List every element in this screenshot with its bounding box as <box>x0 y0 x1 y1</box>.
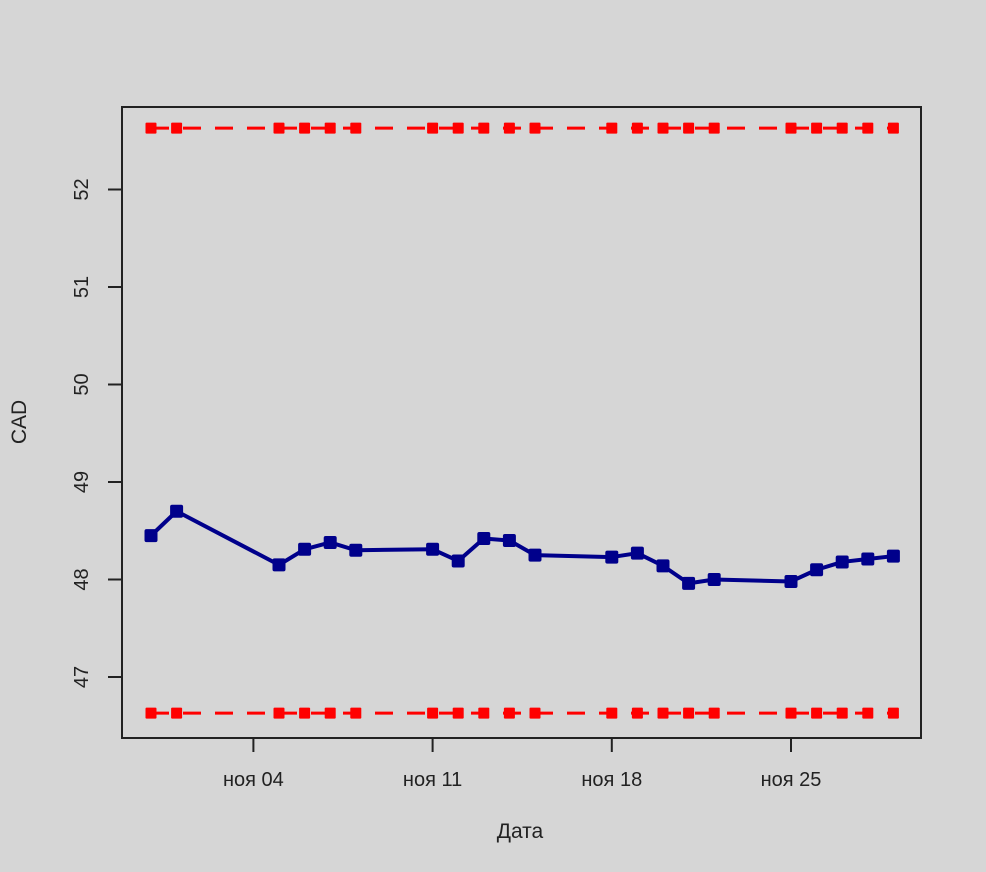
data-point <box>630 546 644 560</box>
data-point <box>861 552 875 566</box>
data-point <box>273 122 285 134</box>
data-point <box>144 529 158 543</box>
plot-frame <box>121 106 922 739</box>
data-point <box>349 543 363 557</box>
data-point <box>503 707 515 719</box>
data-point <box>784 574 798 588</box>
data-point <box>606 122 618 134</box>
data-point <box>836 707 848 719</box>
data-point <box>785 122 797 134</box>
data-point <box>323 535 337 549</box>
y-tick-label: 49 <box>71 471 93 493</box>
data-point <box>529 122 541 134</box>
data-point <box>427 122 439 134</box>
data-point <box>452 707 464 719</box>
data-point <box>171 122 183 134</box>
data-point <box>683 122 695 134</box>
data-point <box>170 504 184 518</box>
data-point <box>171 707 183 719</box>
limit-series <box>145 122 899 134</box>
data-point <box>272 558 286 572</box>
data-point <box>631 122 643 134</box>
data-point <box>887 122 899 134</box>
data-point <box>478 122 490 134</box>
x-axis-label: Дата <box>497 820 544 843</box>
data-point <box>350 707 362 719</box>
data-point <box>451 554 465 568</box>
data-point <box>887 707 899 719</box>
data-point <box>835 555 849 569</box>
data-point <box>528 548 542 562</box>
data-point <box>427 707 439 719</box>
data-point <box>426 542 440 556</box>
x-axis: ноя 04 ноя 11 ноя 18 ноя 25 <box>223 738 821 791</box>
data-point <box>605 550 619 564</box>
y-tick-label: 48 <box>71 568 93 590</box>
data-point <box>836 122 848 134</box>
x-tick-label: ноя 18 <box>581 769 642 791</box>
data-point <box>606 707 618 719</box>
data-point <box>708 707 720 719</box>
y-tick-label: 52 <box>71 178 93 200</box>
data-point <box>452 122 464 134</box>
data-point <box>145 707 157 719</box>
data-point <box>503 122 515 134</box>
y-axis-label: CAD <box>8 400 31 444</box>
data-point <box>350 122 362 134</box>
price-series <box>144 504 900 590</box>
y-tick-label: 47 <box>71 666 93 688</box>
data-point <box>477 532 491 546</box>
data-point <box>631 707 643 719</box>
data-point <box>478 707 490 719</box>
data-point <box>656 559 670 573</box>
data-point <box>298 542 312 556</box>
data-point <box>682 576 696 590</box>
data-point <box>657 707 669 719</box>
data-point <box>862 707 874 719</box>
data-point <box>810 563 824 577</box>
data-point <box>299 122 311 134</box>
x-tick-label: ноя 25 <box>761 769 822 791</box>
data-point <box>657 122 669 134</box>
data-point <box>886 549 900 563</box>
y-axis: 47 48 49 50 51 52 <box>71 178 122 688</box>
limit-series <box>145 707 899 719</box>
series-layer <box>144 122 900 719</box>
data-point <box>708 122 720 134</box>
data-point <box>299 707 311 719</box>
data-point <box>273 707 285 719</box>
price-line <box>149 509 894 586</box>
y-tick-label: 51 <box>71 276 93 298</box>
data-point <box>785 707 797 719</box>
data-point <box>145 122 157 134</box>
data-point <box>862 122 874 134</box>
data-point <box>529 707 541 719</box>
y-tick-label: 50 <box>71 373 93 395</box>
data-point <box>324 122 336 134</box>
data-point <box>707 573 721 586</box>
x-tick-label: ноя 04 <box>223 769 284 791</box>
x-tick-label: ноя 11 <box>403 769 462 791</box>
data-point <box>811 122 823 134</box>
data-point <box>683 707 695 719</box>
data-point <box>324 707 336 719</box>
data-point <box>811 707 823 719</box>
data-point <box>502 534 516 547</box>
